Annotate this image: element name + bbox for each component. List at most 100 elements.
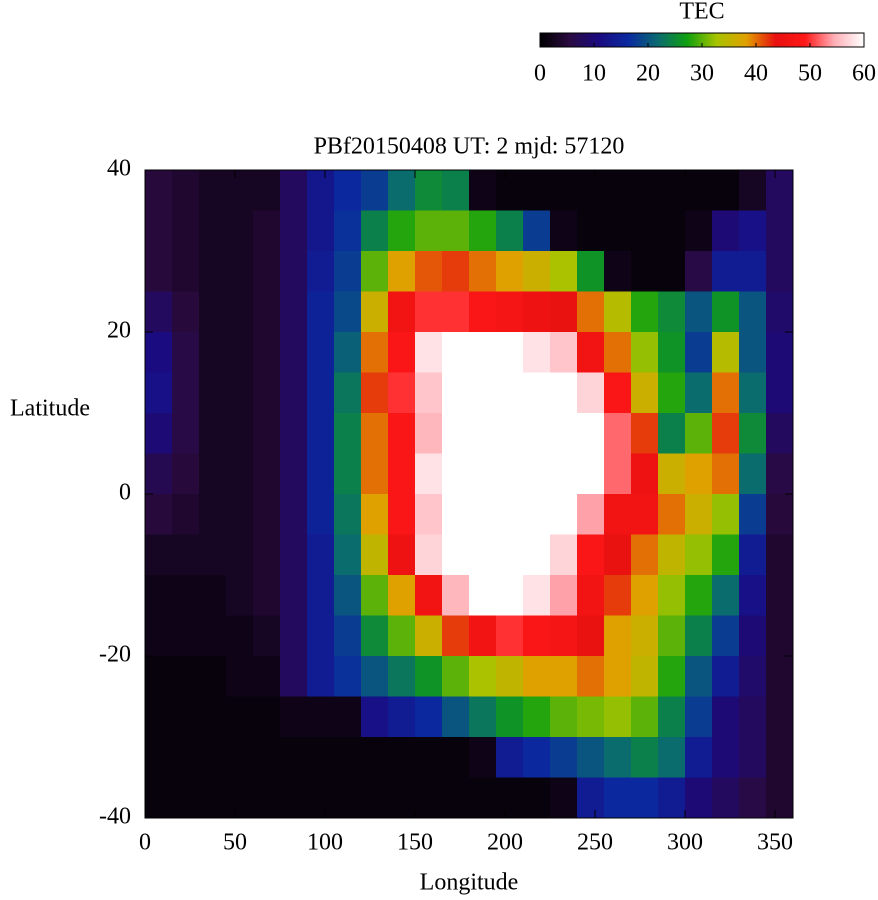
heat-cell xyxy=(145,615,173,657)
heat-cell xyxy=(145,777,173,819)
heat-cell xyxy=(199,291,227,333)
heat-cell xyxy=(307,696,335,738)
heat-cell xyxy=(280,251,308,292)
heat-cell xyxy=(604,170,632,211)
heat-cell xyxy=(739,777,767,819)
heat-cell xyxy=(307,372,335,414)
heat-cell xyxy=(442,453,470,495)
heat-cell xyxy=(469,615,497,657)
heat-cell xyxy=(469,696,497,738)
heat-cell xyxy=(199,534,227,576)
heat-cell xyxy=(631,170,659,211)
heat-cell xyxy=(307,210,335,252)
heat-cell xyxy=(253,777,281,819)
heat-cell xyxy=(415,777,443,819)
colorbar-tick-label: 20 xyxy=(636,61,660,87)
heat-cell xyxy=(442,291,470,333)
heat-cell xyxy=(145,210,173,252)
x-tick-label: 350 xyxy=(757,830,793,856)
heat-cell xyxy=(631,372,659,414)
heat-cell xyxy=(550,575,578,616)
heat-cell xyxy=(172,534,200,576)
heat-cell xyxy=(361,656,389,697)
heat-cell xyxy=(604,534,632,576)
heat-cell xyxy=(280,656,308,697)
heat-cell xyxy=(577,777,605,819)
heat-cell xyxy=(145,170,173,211)
heat-cell xyxy=(685,453,713,495)
heat-cell xyxy=(685,332,713,373)
heat-cell xyxy=(361,494,389,535)
heat-cell xyxy=(469,170,497,211)
heat-cell xyxy=(766,696,794,738)
colorbar-label: TEC xyxy=(679,0,724,25)
heat-cell xyxy=(496,413,524,454)
heat-cell xyxy=(334,534,362,576)
heat-cell xyxy=(658,575,686,616)
heat-cell xyxy=(469,372,497,414)
heat-cell xyxy=(280,291,308,333)
heat-cell xyxy=(577,210,605,252)
heat-cell xyxy=(199,777,227,819)
heat-cell xyxy=(712,615,740,657)
heat-cell xyxy=(739,696,767,738)
heat-cell xyxy=(361,332,389,373)
heat-cell xyxy=(766,534,794,576)
heat-cell xyxy=(739,534,767,576)
heat-cell xyxy=(550,696,578,738)
heat-cell xyxy=(388,494,416,535)
heat-cell xyxy=(712,494,740,535)
heat-cell xyxy=(253,413,281,454)
heat-cell xyxy=(226,332,254,373)
heat-cell xyxy=(226,291,254,333)
heat-cell xyxy=(712,413,740,454)
heat-cell xyxy=(253,615,281,657)
heat-cell xyxy=(766,777,794,819)
heat-cell xyxy=(658,656,686,697)
heat-cell xyxy=(280,170,308,211)
heat-cell xyxy=(199,615,227,657)
heat-cell xyxy=(280,372,308,414)
heat-cell xyxy=(523,453,551,495)
heat-cell xyxy=(334,656,362,697)
heat-cell xyxy=(361,372,389,414)
heat-cell xyxy=(739,656,767,697)
heat-cell xyxy=(307,291,335,333)
heat-cell xyxy=(685,777,713,819)
y-axis-label: Latitude xyxy=(10,396,90,422)
heat-cell xyxy=(658,534,686,576)
heat-cell xyxy=(199,170,227,211)
heat-cell xyxy=(658,291,686,333)
heat-cell xyxy=(334,210,362,252)
heat-cell xyxy=(496,494,524,535)
heat-cell xyxy=(226,737,254,778)
heat-cell xyxy=(685,413,713,454)
heat-cell xyxy=(469,737,497,778)
heat-cell xyxy=(388,737,416,778)
heat-cell xyxy=(172,696,200,738)
heat-cell xyxy=(631,534,659,576)
heat-cell xyxy=(739,494,767,535)
heat-cell xyxy=(415,656,443,697)
heat-cell xyxy=(145,696,173,738)
heat-cell xyxy=(631,453,659,495)
heat-cell xyxy=(145,332,173,373)
heat-cell xyxy=(523,696,551,738)
x-tick-label: 200 xyxy=(487,830,523,856)
heat-cell xyxy=(307,251,335,292)
heat-cell xyxy=(712,210,740,252)
y-tick-label: 20 xyxy=(107,318,131,344)
heat-cell xyxy=(658,494,686,535)
heat-cell xyxy=(712,656,740,697)
heat-cell xyxy=(253,372,281,414)
x-tick-label: 150 xyxy=(397,830,433,856)
x-tick-label: 50 xyxy=(223,830,247,856)
heat-cell xyxy=(523,656,551,697)
heat-cell xyxy=(739,575,767,616)
heat-cell xyxy=(361,696,389,738)
heat-cell xyxy=(253,575,281,616)
heat-cell xyxy=(415,737,443,778)
heat-cell xyxy=(334,615,362,657)
heat-cell xyxy=(226,777,254,819)
heat-cell xyxy=(415,615,443,657)
